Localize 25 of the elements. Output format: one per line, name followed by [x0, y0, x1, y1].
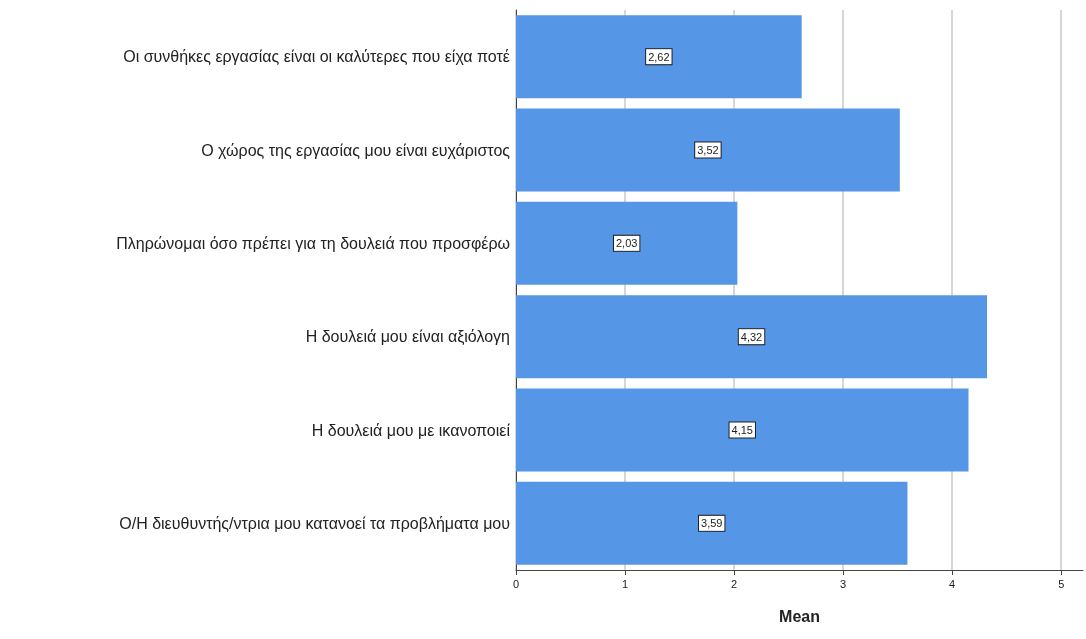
y-tick-label: Ο/Η διευθυντής/ντρια μου κατανοεί τα προβλήματα μου — [119, 514, 510, 532]
x-tick-label: 5 — [1058, 577, 1065, 590]
data-label: 3,52 — [697, 144, 719, 156]
bar — [516, 295, 988, 379]
x-tick-label: 1 — [621, 577, 629, 590]
data-label: 4,15 — [731, 424, 753, 436]
bar — [516, 201, 738, 285]
data-label: 3,59 — [701, 517, 723, 530]
data-label: 2,62 — [648, 50, 670, 63]
x-tick-label: 4 — [949, 577, 956, 590]
bar — [516, 481, 908, 565]
bar — [516, 15, 802, 99]
x-tick-label: 3 — [840, 577, 847, 590]
y-tick-label: Η δουλειά μου είναι αξιόλογη — [305, 328, 510, 347]
x-axis-title: Mean — [779, 607, 820, 625]
data-label: 4,32 — [740, 330, 763, 343]
y-tick-label: Πληρώνομαι όσο πρέπει για τη δουλειά που προσφέρω — [116, 234, 510, 252]
data-label: 2,03 — [615, 237, 638, 250]
y-tick-label: Οι συνθήκες εργασίας είναι οι καλύτερες που είχα ποτέ — [123, 48, 510, 66]
y-tick-label: Ο χώρος της εργασίας μου είναι ευχάριστος — [201, 141, 511, 159]
bar — [516, 388, 969, 472]
bar — [516, 108, 900, 192]
x-tick-label: 0 — [512, 577, 520, 590]
y-tick-label: Η δουλειά μου με ικανοποιεί — [311, 421, 511, 439]
x-tick-label: 2 — [731, 577, 738, 590]
